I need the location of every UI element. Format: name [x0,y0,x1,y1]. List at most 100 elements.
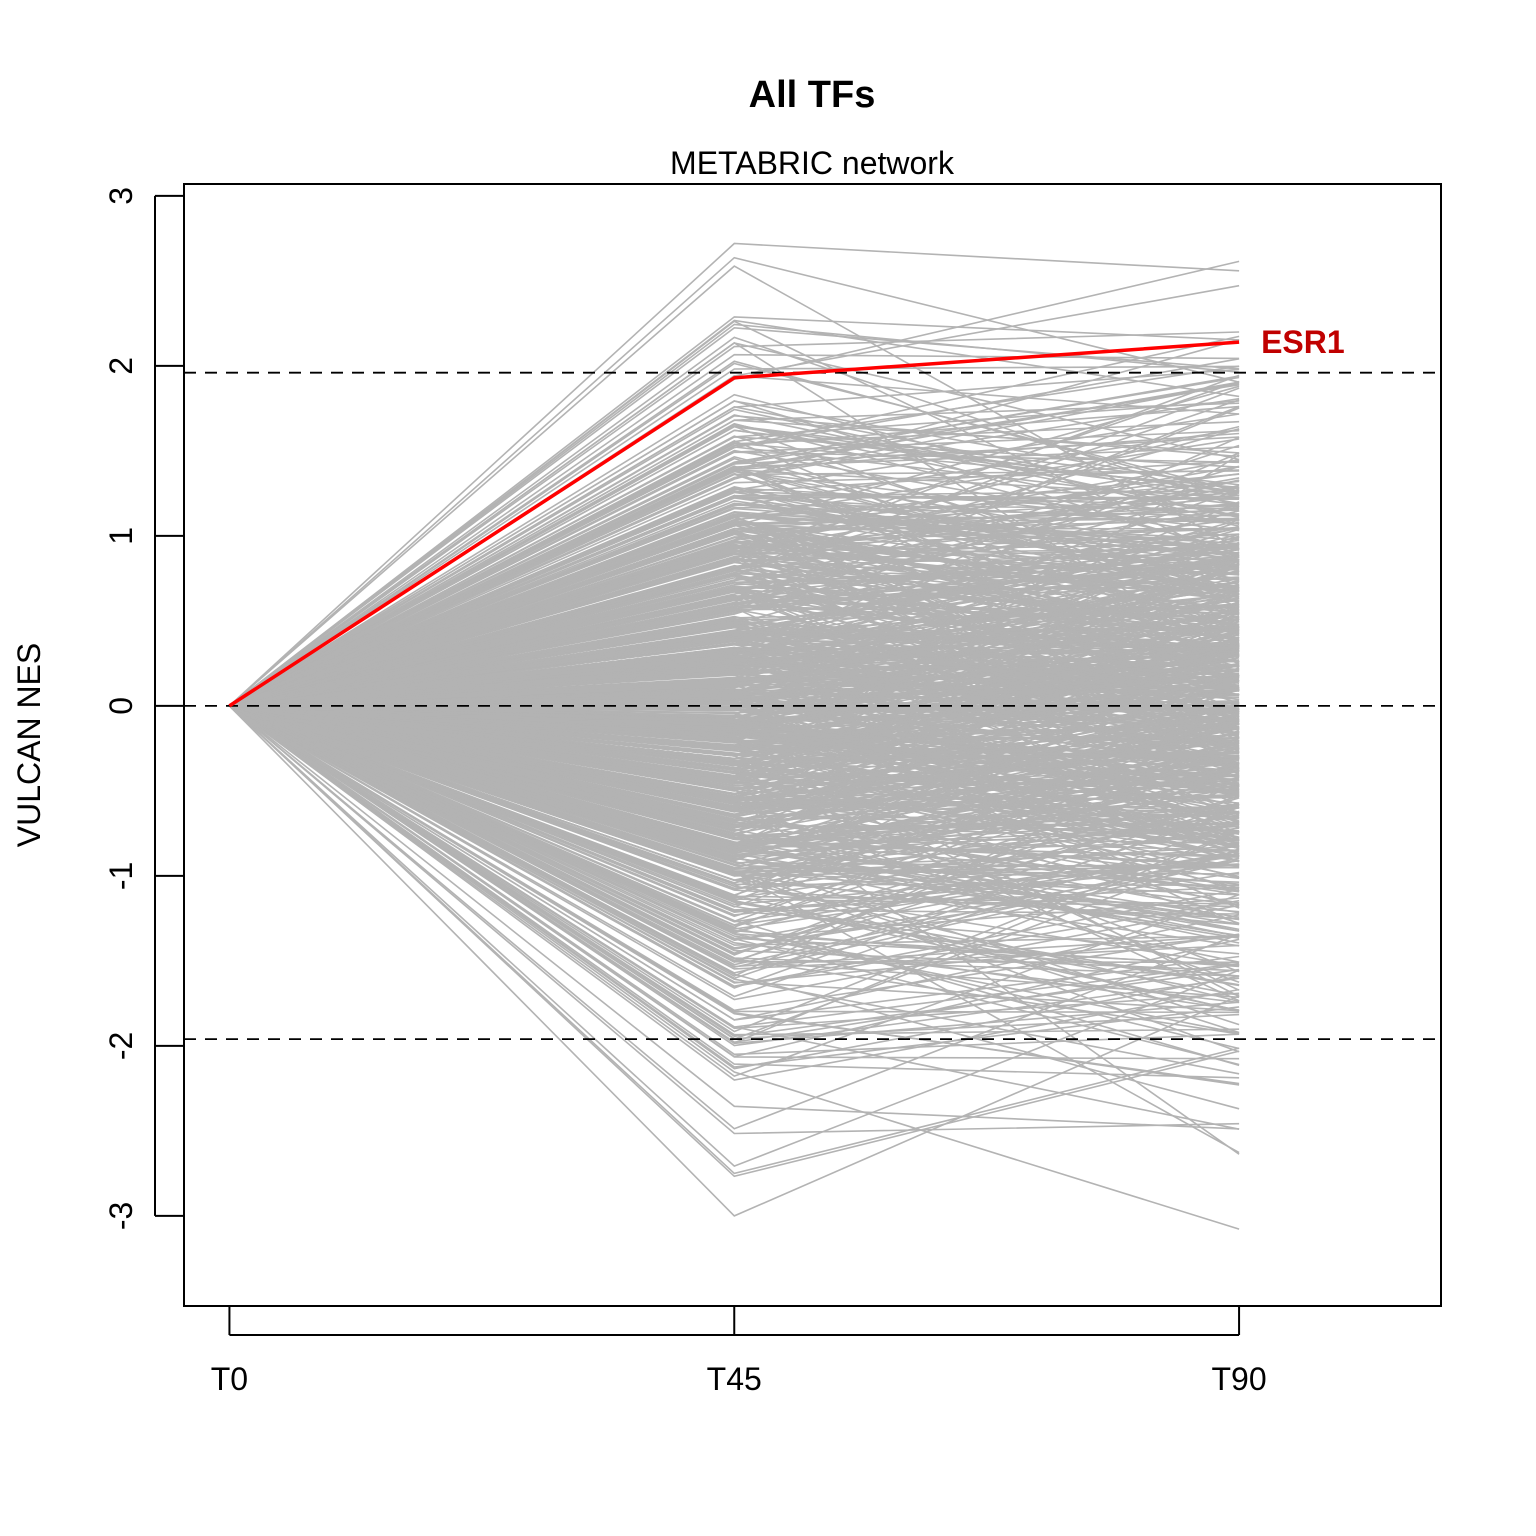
background-series-line [229,674,1240,862]
background-series-line [229,402,1240,707]
background-series-line [229,705,1240,809]
background-series-line [229,517,1240,707]
background-series-line [229,705,1240,833]
background-series-line [229,428,1240,707]
background-series-line [229,414,1240,707]
background-series-line [229,662,1240,749]
background-series-line [229,545,1240,707]
background-series-line [229,705,1240,934]
y-axis-label: VULCAN NES [11,643,47,848]
background-series-line [229,667,1240,823]
background-series-line [228,331,1240,707]
background-series-line [229,701,1240,855]
background-series-line [228,323,1240,707]
background-series-line [228,705,1240,1230]
highlight-series-label: ESR1 [1261,324,1345,360]
background-series-line [228,705,1240,1021]
background-series-line [228,705,1240,1081]
background-series-line [228,705,1240,1058]
background-series-line [229,691,1240,710]
background-series-line [229,425,1240,707]
y-tick-label: -2 [103,1032,139,1060]
background-series-line [229,516,1240,707]
background-series-line [229,643,1240,707]
chart-subtitle: METABRIC network [670,145,955,181]
background-series-line [228,705,1240,1178]
highlight-series-line [228,340,1240,708]
background-series-line [229,705,1240,786]
background-series-line [229,543,1240,707]
background-series-line [229,705,1240,962]
background-series-line [229,683,1240,720]
background-series-line [229,457,1240,707]
background-series-line [229,533,1240,707]
background-series-line [229,705,1240,765]
background-series-line [229,554,1240,707]
background-series-line [228,368,1240,707]
x-tick-label: T0 [211,1361,248,1397]
background-series-line [228,705,1240,1038]
background-series-line [229,605,1240,707]
background-series-line [229,694,1240,730]
background-series-line [228,705,1240,1130]
background-series-line [229,705,1240,812]
background-series-line [229,705,1240,877]
background-series-line [228,341,1240,707]
background-series-line [228,256,1240,707]
background-series-line [228,705,1240,1001]
background-series-line [229,705,1240,973]
background-series-line [229,705,1240,840]
background-series-line [229,705,1240,1075]
background-series-line [229,705,1240,896]
background-series-line [229,588,1240,707]
background-series-line [229,705,1240,785]
background-series-line [228,705,1240,1130]
background-series-line [229,565,1240,740]
background-series-line [229,630,1240,707]
background-series-line [229,339,1240,707]
background-series-line [228,353,1240,707]
background-series-line [229,705,1240,926]
background-series-line [229,510,1240,707]
background-series-line [228,705,1240,1012]
background-series-line [229,705,1240,805]
background-series-line [228,393,1240,707]
background-series-line [229,425,1240,707]
background-series-line [229,469,1240,707]
background-series-line [228,265,1240,707]
background-series-line [229,479,1240,707]
background-series-line [228,400,1240,707]
background-series-line [229,621,1240,731]
background-series-line [229,705,1240,857]
y-tick-label: 3 [103,187,139,205]
background-series-line [229,705,1240,784]
y-tick-label: -3 [103,1202,139,1230]
background-series-line [229,596,1240,707]
plot-frame [183,183,1442,1307]
y-axis: -3 -2 -1 0 1 2 3 [103,187,184,1230]
y-tick-label: 1 [103,527,139,545]
background-series-line [229,451,1240,707]
background-series-line [229,530,1240,707]
background-series-line [229,705,1240,1012]
background-series-line [229,465,1240,707]
highlight-series-group: ESR1 [228,324,1345,708]
background-series-line [229,646,1240,707]
background-series-line [229,496,1240,707]
y-tick-label: 2 [103,357,139,375]
background-series-line [228,705,1240,1135]
background-series-line [228,705,1240,1217]
background-series-line [229,670,1240,707]
background-series-line [228,705,1240,1033]
background-series-group [228,242,1240,1230]
x-tick-label: T45 [707,1361,762,1397]
background-series-line [229,612,1240,817]
y-tick-label: 0 [103,697,139,715]
background-series-line [229,705,1240,942]
background-series-line [229,705,1240,847]
background-series-line [228,705,1240,1130]
background-series-line [229,555,1240,707]
background-series-line [229,705,1240,916]
background-series-line [228,336,1240,707]
